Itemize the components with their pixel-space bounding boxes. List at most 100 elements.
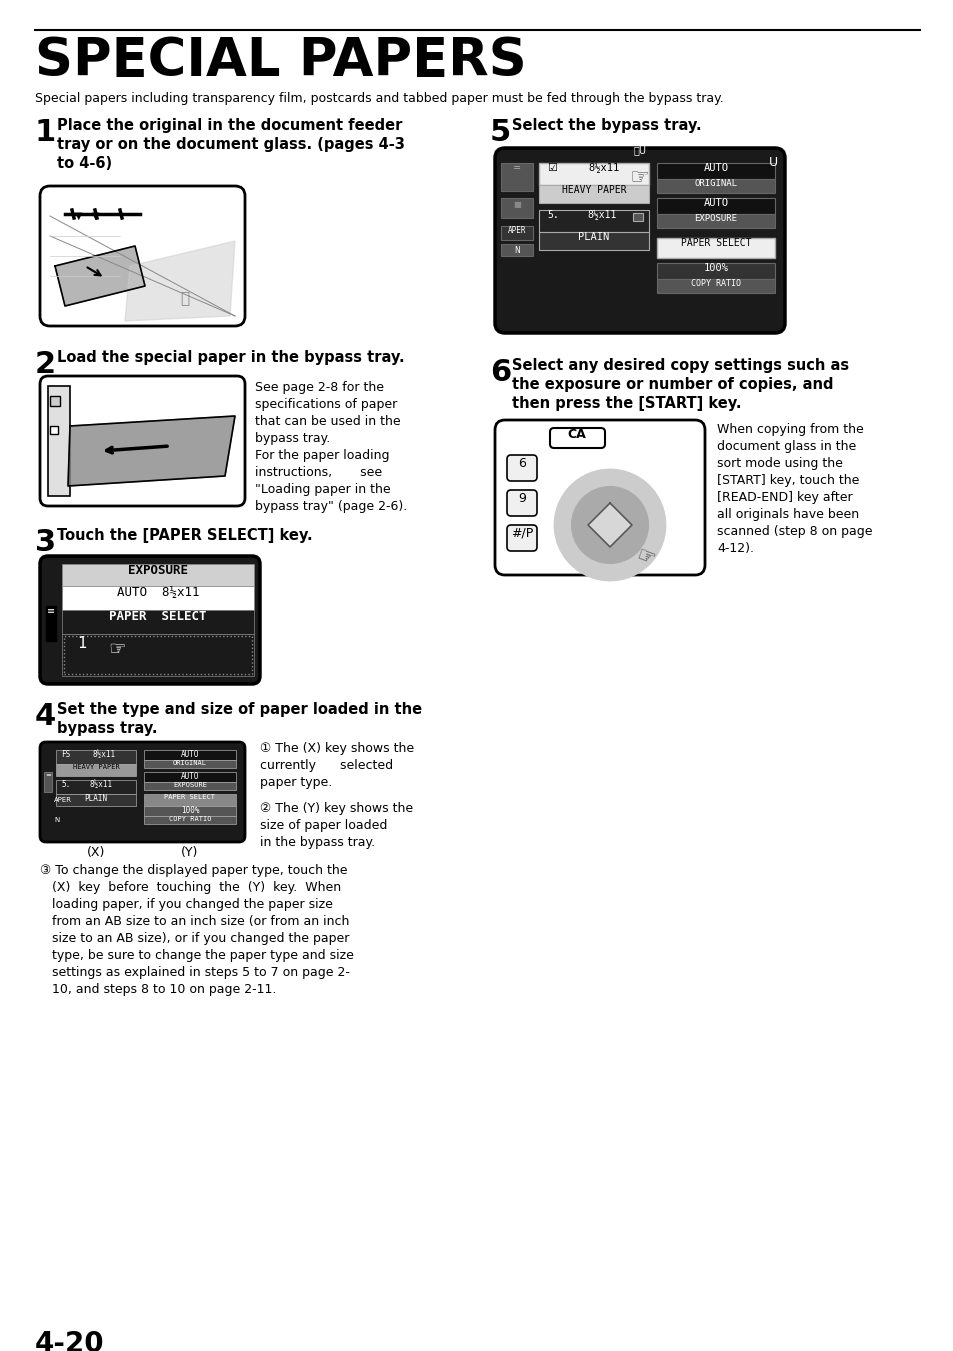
Text: 3: 3 [35,528,56,557]
Circle shape [555,470,664,580]
Bar [657,163,774,178]
Text: 6: 6 [517,457,525,470]
Text: PAPER SELECT: PAPER SELECT [680,238,750,249]
Text: ■: ■ [513,200,520,209]
Text: SPECIAL PAPERS: SPECIAL PAPERS [35,35,526,86]
Text: EXPOSURE: EXPOSURE [694,213,737,223]
Text: ☑: ☑ [546,163,557,173]
Text: PAPER  SELECT: PAPER SELECT [110,611,207,623]
Text: ▼   ▼: ▼ ▼ [75,211,99,222]
Text: COPY RATIO: COPY RATIO [690,280,740,288]
Text: COPY RATIO: COPY RATIO [169,816,211,821]
Text: HEAVY PAPER: HEAVY PAPER [561,185,626,195]
Text: See page 2-8 for the
specifications of paper
that can be used in the
bypass tray: See page 2-8 for the specifications of p… [254,381,407,513]
Bar [144,761,235,767]
Bar [538,163,648,185]
Bar [56,750,136,765]
FancyBboxPatch shape [550,428,604,449]
Bar [144,782,235,790]
Text: Select the bypass tray.: Select the bypass tray. [512,118,700,132]
Text: ③ To change the displayed paper type, touch the
   (X)  key  before  touching  t: ③ To change the displayed paper type, to… [40,865,354,996]
FancyBboxPatch shape [40,557,260,684]
Text: 100%: 100% [702,263,728,273]
Bar [657,213,774,228]
Bar [144,750,235,761]
Text: 8½x11: 8½x11 [92,750,115,759]
Bar [56,780,136,794]
Text: HEAVY PAPER: HEAVY PAPER [72,765,119,770]
Text: PAPER SELECT: PAPER SELECT [164,794,215,800]
Bar [657,199,774,213]
Text: 6: 6 [490,358,511,386]
Bar [538,185,648,203]
Text: ☞: ☞ [632,544,657,570]
Bar [657,280,774,293]
Text: CA: CA [567,428,586,440]
Text: When copying from the
document glass in the
sort mode using the
[START] key, tou: When copying from the document glass in … [717,423,872,555]
Text: ☞: ☞ [628,168,648,188]
Text: ORIGINAL: ORIGINAL [172,761,207,766]
Text: 100%: 100% [180,807,199,815]
FancyBboxPatch shape [40,742,245,842]
Bar [56,794,136,807]
Text: Select any desired copy settings such as
the exposure or number of copies, and
t: Select any desired copy settings such as… [512,358,848,412]
Bar [62,586,253,611]
Text: EXPOSURE: EXPOSURE [172,782,207,788]
Bar [50,426,58,434]
Bar [56,765,136,775]
Polygon shape [587,503,631,547]
FancyBboxPatch shape [506,455,537,481]
FancyBboxPatch shape [495,420,704,576]
Bar [500,245,533,255]
Bar [50,396,60,407]
Text: 5.: 5. [61,780,71,789]
Text: Set the type and size of paper loaded in the
bypass tray.: Set the type and size of paper loaded in… [57,703,421,736]
Text: 4-20: 4-20 [35,1329,105,1351]
Text: N: N [54,817,59,823]
FancyBboxPatch shape [506,490,537,516]
Bar [46,607,56,640]
Bar [48,386,70,496]
Bar [538,232,648,250]
Bar [633,213,642,222]
Text: AUTO  8½x11: AUTO 8½x11 [116,586,199,598]
Bar [144,794,235,807]
Text: Touch the [PAPER SELECT] key.: Touch the [PAPER SELECT] key. [57,528,313,543]
Text: =: = [45,771,51,778]
Text: FS: FS [61,750,71,759]
Text: ☞: ☞ [108,640,126,659]
Text: AUTO: AUTO [180,771,199,781]
FancyBboxPatch shape [495,149,784,332]
Text: 9: 9 [517,492,525,505]
Text: 8½x11: 8½x11 [588,163,619,173]
Text: 5.: 5. [546,209,558,220]
Text: ORIGINAL: ORIGINAL [694,178,737,188]
Text: #/P: #/P [511,527,533,540]
Bar [538,209,648,232]
Text: 5: 5 [490,118,511,147]
Text: (Y): (Y) [181,846,198,859]
Text: Place the original in the document feeder
tray or on the document glass. (pages : Place the original in the document feede… [57,118,404,172]
FancyBboxPatch shape [506,526,537,551]
Bar [62,563,253,586]
Text: Special papers including transparency film, postcards and tabbed paper must be f: Special papers including transparency fi… [35,92,723,105]
Text: AUTO: AUTO [180,750,199,759]
FancyBboxPatch shape [40,376,245,507]
Bar [657,263,774,280]
Text: AUTO: AUTO [702,163,728,173]
Text: 8½x11: 8½x11 [587,209,616,220]
Text: 2: 2 [35,350,56,380]
Text: ✋: ✋ [180,290,190,305]
Polygon shape [68,416,234,486]
Bar [144,816,235,824]
Text: 4: 4 [35,703,56,731]
Bar [500,226,533,240]
Text: ② The (Y) key shows the
size of paper loaded
in the bypass tray.: ② The (Y) key shows the size of paper lo… [260,802,413,848]
Bar [144,807,235,816]
Text: N: N [514,246,519,255]
Circle shape [572,486,647,563]
Text: EXPOSURE: EXPOSURE [128,563,188,577]
Text: 1: 1 [77,636,87,651]
Text: 8½x11: 8½x11 [90,780,112,789]
Bar [62,634,253,676]
